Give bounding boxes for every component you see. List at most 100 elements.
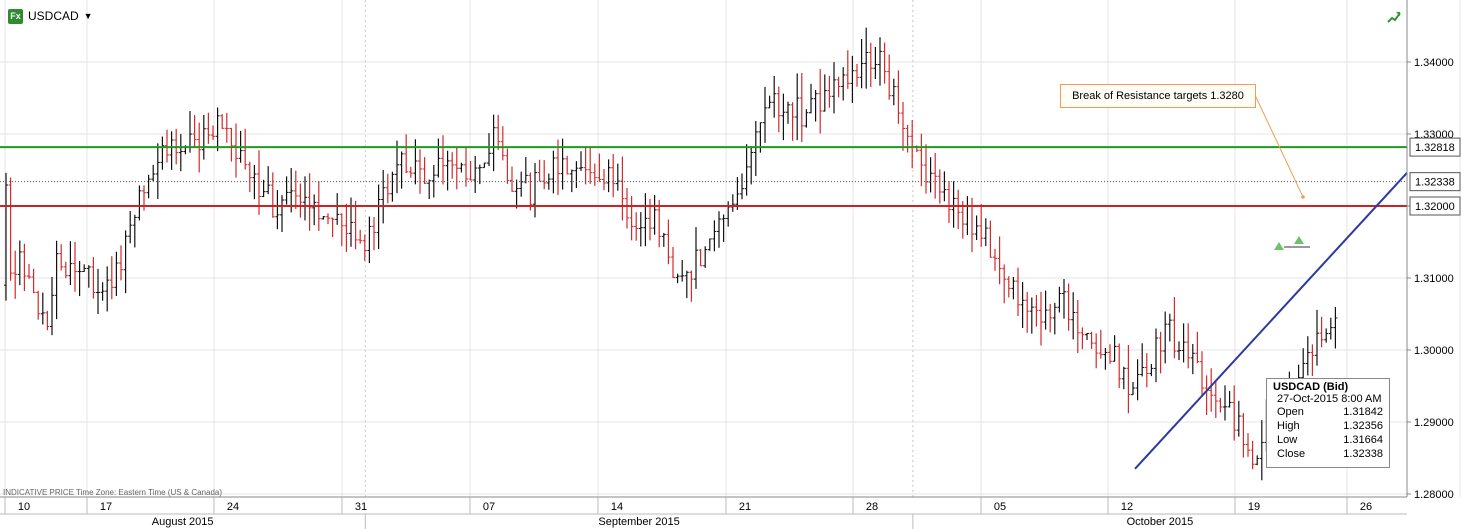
ohlc-bar	[951, 181, 956, 228]
ohlc-bar	[155, 143, 160, 200]
ohlc-bar	[1052, 302, 1057, 335]
x-day-label: 19	[1248, 501, 1260, 513]
ohlc-bar	[367, 216, 372, 264]
x-day-label: 10	[18, 501, 30, 513]
ohlc-bar	[123, 230, 128, 294]
ohlc-bar	[569, 169, 574, 193]
ohlc-bar	[514, 179, 519, 209]
ohlc-bar	[836, 76, 841, 98]
ohlc-bar	[1144, 353, 1149, 388]
ohlc-bar	[620, 156, 625, 221]
ohlc-bar	[321, 216, 326, 220]
ohlc-bar	[611, 153, 616, 198]
triangle-marker	[1294, 236, 1304, 244]
ohlc-bar	[477, 164, 482, 185]
ohlc-bar	[68, 241, 73, 285]
ohlc-bar	[151, 164, 156, 182]
plot-background	[0, 0, 1407, 497]
ohlc-bar	[257, 150, 261, 215]
ohlc-bar	[1034, 294, 1039, 327]
ohlc-bar	[960, 201, 965, 239]
ohlc-bar	[1108, 344, 1112, 364]
ohlc-bar	[243, 128, 248, 170]
ohlc-bar	[1029, 297, 1034, 334]
x-day-label: 07	[483, 501, 495, 513]
ohlc-bar	[1025, 292, 1030, 333]
y-axis: 1.340001.330001.320001.310001.300001.290…	[1406, 0, 1461, 501]
ohlc-bar	[997, 236, 1002, 285]
ohlc-bar	[165, 129, 169, 163]
info-row-open: Open 1.31842	[1277, 406, 1383, 418]
x-day-label: 24	[227, 501, 239, 513]
ohlc-bar	[666, 219, 671, 265]
ohlc-bar	[1094, 333, 1099, 369]
ohlc-bar	[1039, 291, 1043, 346]
ohlc-bar	[36, 290, 41, 320]
ohlc-bar	[818, 69, 823, 134]
ohlc-bar	[1016, 267, 1020, 316]
chart-header: Fx USDCAD ▼	[8, 7, 93, 25]
ohlc-bar	[358, 229, 363, 244]
y-tick-label: 1.31000	[1414, 273, 1454, 285]
ohlc-bar	[45, 310, 50, 331]
ohlc-bar	[721, 214, 726, 242]
ohlc-bar	[878, 37, 882, 86]
ohlc-bar	[735, 177, 740, 210]
level-label-box	[1409, 137, 1461, 157]
ohlc-bar	[100, 282, 105, 301]
ohlc-bar	[868, 42, 873, 88]
ohlc-bar	[1167, 313, 1172, 342]
ohlc-bar	[1218, 397, 1223, 413]
ohlc-bar	[749, 146, 754, 185]
ohlc-bar	[707, 238, 712, 251]
ohlc-bar	[1154, 328, 1158, 383]
info-row-low: Low 1.31664	[1277, 434, 1383, 446]
ohlc-bar	[1195, 331, 1200, 364]
ohlc-bar	[657, 199, 662, 248]
support-trendline	[1134, 172, 1408, 470]
ohlc-bar	[1112, 335, 1117, 362]
ohlc-bar	[220, 114, 225, 129]
ohlc-bar	[671, 246, 675, 279]
ohlc-bar	[247, 161, 252, 193]
indicative-price-note: INDICATIVE PRICE Time Zone: Eastern Time…	[3, 488, 223, 497]
x-day-label: 05	[994, 501, 1006, 513]
ohlc-bar	[431, 164, 436, 198]
ohlc-bar	[505, 148, 510, 184]
ohlc-bar	[178, 134, 183, 172]
ohlc-bar	[473, 155, 478, 194]
horizontal-levels	[0, 146, 1407, 207]
ohlc-bar	[105, 266, 110, 312]
chevron-down-icon[interactable]: ▼	[83, 11, 93, 21]
ohlc-bar	[1062, 279, 1066, 319]
ohlc-bar	[464, 147, 468, 187]
resistance-annotation: Break of Resistance targets 1.3280	[1060, 84, 1256, 108]
trend-arrow-icon[interactable]	[1387, 10, 1401, 24]
ohlc-info-box: USDCAD (Bid) 27-Oct-2015 8:00 AM Open 1.3…	[1266, 378, 1390, 468]
ohlc-bar	[786, 101, 790, 124]
ohlc-bar	[459, 162, 464, 173]
level-label-box	[1409, 196, 1461, 216]
symbol-selector[interactable]: USDCAD	[28, 9, 79, 23]
ohlc-bar	[675, 273, 680, 284]
ohlc-bar	[891, 78, 896, 106]
ohlc-bar	[1011, 276, 1016, 300]
info-row-close: Close 1.32338	[1277, 448, 1383, 460]
fx-badge-icon: Fx	[8, 8, 23, 24]
ohlc-bar	[482, 162, 487, 169]
ohlc-bar	[1310, 344, 1315, 377]
ohlc-bar	[353, 200, 358, 250]
ohlc-bar	[270, 172, 275, 218]
ohlc-bar	[1319, 316, 1324, 348]
annotation-pointer	[1254, 94, 1304, 198]
y-tick-label: 1.29000	[1414, 417, 1454, 429]
ohlc-bar	[1098, 329, 1103, 359]
ohlc-bar	[873, 46, 878, 80]
ohlc-bar	[82, 264, 87, 273]
ohlc-bar	[381, 169, 386, 224]
ohlc-bar	[832, 62, 836, 114]
ohlc-bar	[109, 256, 114, 300]
ohlc-bar	[1259, 420, 1264, 481]
ohlc-bar	[694, 227, 698, 289]
